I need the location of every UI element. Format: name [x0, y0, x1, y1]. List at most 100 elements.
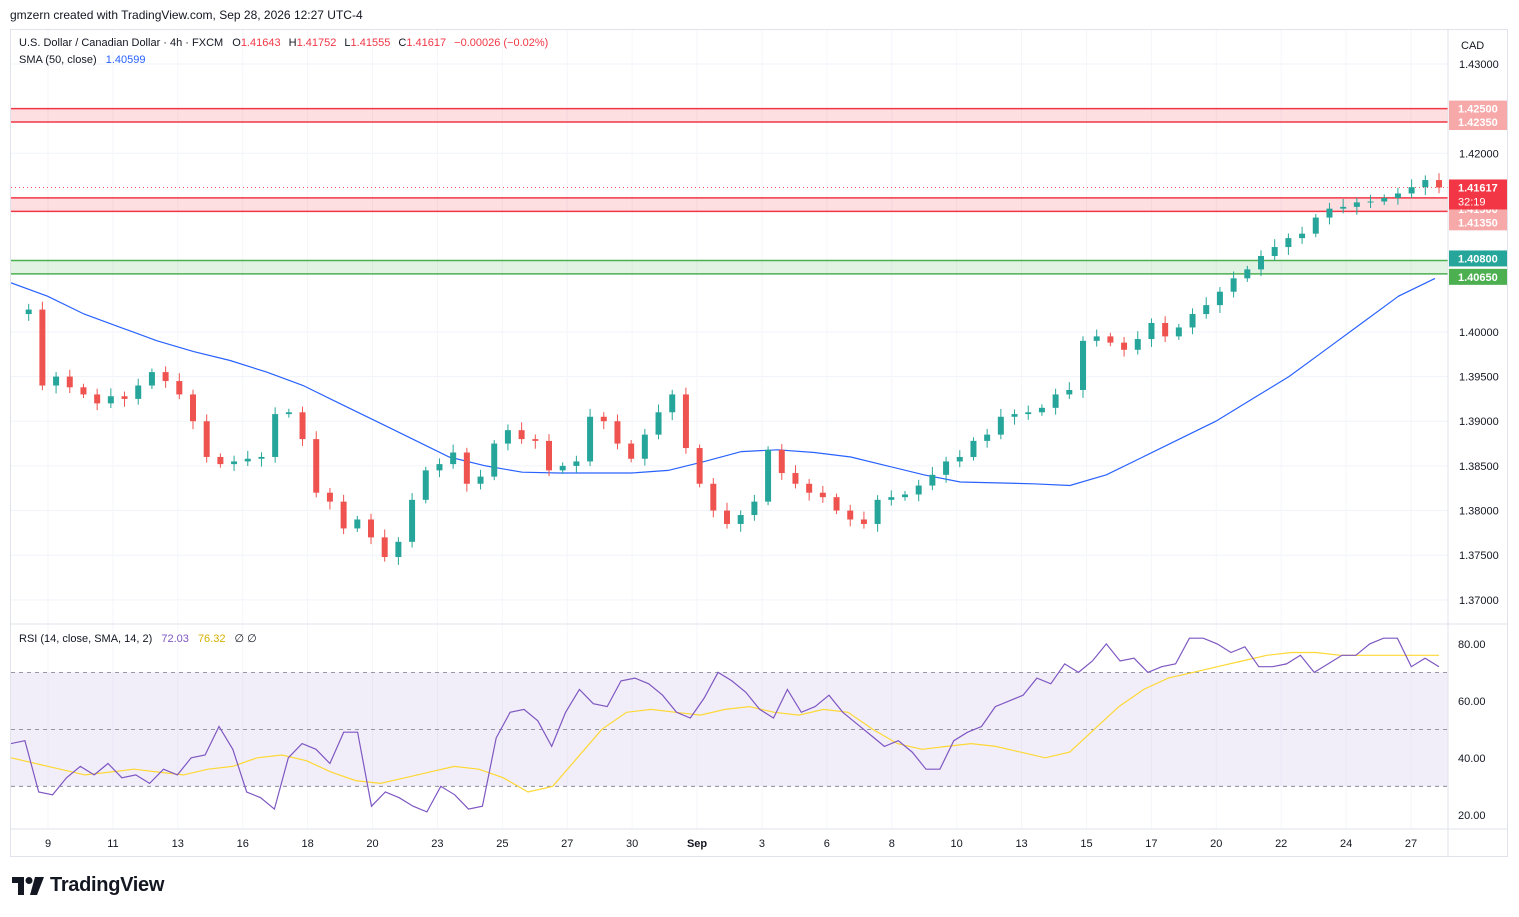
- candle-body: [860, 519, 867, 524]
- candle-body: [477, 476, 484, 484]
- candle-body: [929, 474, 936, 486]
- date-tick-label: 8: [889, 838, 895, 850]
- candle-body: [504, 430, 511, 444]
- candle-body: [833, 497, 840, 511]
- date-tick-label: 3: [759, 838, 765, 850]
- candle-body: [710, 483, 717, 511]
- rsi-tick-label: 40.00: [1458, 753, 1486, 765]
- date-tick-label: 6: [824, 838, 830, 850]
- last-price-label: 1.41617: [1458, 182, 1498, 194]
- candle-body: [135, 385, 142, 399]
- date-tick-label: 17: [1145, 838, 1157, 850]
- legend-l-value: 1.41555: [351, 37, 391, 49]
- candle-body: [1175, 327, 1182, 337]
- date-tick-label: Sep: [687, 838, 707, 850]
- zone-layer: [11, 107, 1448, 275]
- candle-body: [956, 456, 963, 462]
- candle-body: [368, 519, 374, 538]
- date-tick-label: 20: [366, 838, 378, 850]
- zone-mid-lower-label: 1.41350: [1458, 217, 1498, 229]
- date-tick-label: 13: [172, 838, 184, 850]
- candle-body: [39, 309, 46, 386]
- chart-canvas[interactable]: 1.43000 1.42000 1.40000 1.39500 1.39000 1.385…: [10, 30, 1507, 856]
- currency-label: CAD: [1461, 40, 1484, 52]
- tradingview-logo-icon: [12, 876, 44, 895]
- candle-body: [381, 537, 388, 558]
- candle-body: [148, 372, 155, 386]
- candle-body: [1107, 336, 1114, 343]
- candle-body: [587, 416, 594, 462]
- chart-frame[interactable]: 1.43000 1.42000 1.40000 1.39500 1.39000 1.385…: [10, 29, 1508, 857]
- zone-green-upper-label: 1.40800: [1458, 253, 1498, 265]
- countdown-label: 32:19: [1458, 196, 1486, 208]
- rsi-line: [10, 637, 1440, 813]
- price-tick-label: 1.37500: [1459, 550, 1499, 562]
- candle-body: [546, 440, 552, 471]
- price-tick-label: 1.37000: [1459, 595, 1499, 607]
- candle-body: [532, 439, 539, 441]
- legend-c-label: C: [398, 37, 406, 49]
- date-tick-label: 24: [1340, 838, 1352, 850]
- legend-change: −0.00026 (−0.02%): [454, 37, 548, 49]
- attribution-text: gmzern created with TradingView.com, Sep…: [10, 8, 363, 22]
- candle-body: [915, 485, 922, 495]
- zone-band: [11, 197, 1448, 212]
- date-tick-label: 13: [1015, 838, 1027, 850]
- price-tick-label: 1.38000: [1459, 506, 1499, 518]
- candle-body: [1011, 414, 1018, 417]
- candle-body: [1052, 394, 1059, 408]
- candle-body: [1230, 278, 1237, 292]
- date-tick-label: 25: [496, 838, 508, 850]
- candle-body: [450, 452, 457, 465]
- zone-top-lower-label-bg: [1449, 114, 1507, 131]
- candle-body: [340, 501, 347, 529]
- candle-body: [751, 501, 758, 516]
- rsi-band: [11, 672, 1448, 787]
- legend-o-value: 1.41643: [241, 37, 281, 49]
- candle-body: [491, 443, 498, 477]
- candle-body: [765, 449, 772, 502]
- candle-body: [1134, 339, 1141, 350]
- candle-body: [1148, 322, 1155, 340]
- date-tick-label: 11: [107, 838, 118, 850]
- rsi-tick-label: 60.00: [1458, 696, 1486, 708]
- date-tick-label: 20: [1210, 838, 1222, 850]
- candle-body: [1394, 193, 1401, 198]
- candle-body: [724, 510, 730, 524]
- candle-body: [1258, 255, 1264, 270]
- candle-body: [696, 448, 703, 484]
- candle-body: [190, 394, 196, 422]
- candle-body: [655, 412, 662, 435]
- candle-body: [299, 412, 306, 440]
- candle-body: [737, 515, 744, 524]
- candle-body: [217, 456, 224, 465]
- legend-l-label: L: [344, 37, 350, 49]
- candle-body: [1025, 412, 1032, 415]
- candle-body: [1066, 389, 1073, 395]
- candle-body: [409, 499, 416, 542]
- zone-top-upper-label-bg: [1449, 100, 1507, 117]
- candle-body: [1038, 407, 1045, 413]
- candle-body: [1285, 238, 1292, 248]
- candle-body: [669, 394, 676, 413]
- sma-legend: SMA (50, close) 1.40599: [19, 54, 145, 66]
- date-tick-label: 10: [951, 838, 963, 850]
- candle-body: [614, 421, 621, 444]
- candle-body: [1408, 187, 1415, 194]
- sma-line: [10, 277, 1436, 487]
- candle-body: [231, 461, 238, 465]
- candle-body: [1326, 208, 1333, 218]
- rsi-layer: [10, 637, 1448, 813]
- date-tick-label: 27: [561, 838, 573, 850]
- candle-body: [1093, 336, 1100, 341]
- candle-body: [25, 309, 32, 315]
- tradingview-logo[interactable]: TradingView: [12, 874, 164, 897]
- candle-body: [1353, 202, 1360, 207]
- rsi-tick-label: 80.00: [1458, 639, 1486, 651]
- candle-body: [943, 461, 950, 475]
- zone-mid-lower-label-bg: [1449, 214, 1507, 231]
- candle-body: [162, 372, 169, 382]
- zone-top-lower-label: 1.42350: [1458, 117, 1498, 129]
- legend-row: U.S. Dollar / Canadian Dollar · 4h · FXC…: [19, 37, 548, 49]
- candle-body: [463, 452, 470, 484]
